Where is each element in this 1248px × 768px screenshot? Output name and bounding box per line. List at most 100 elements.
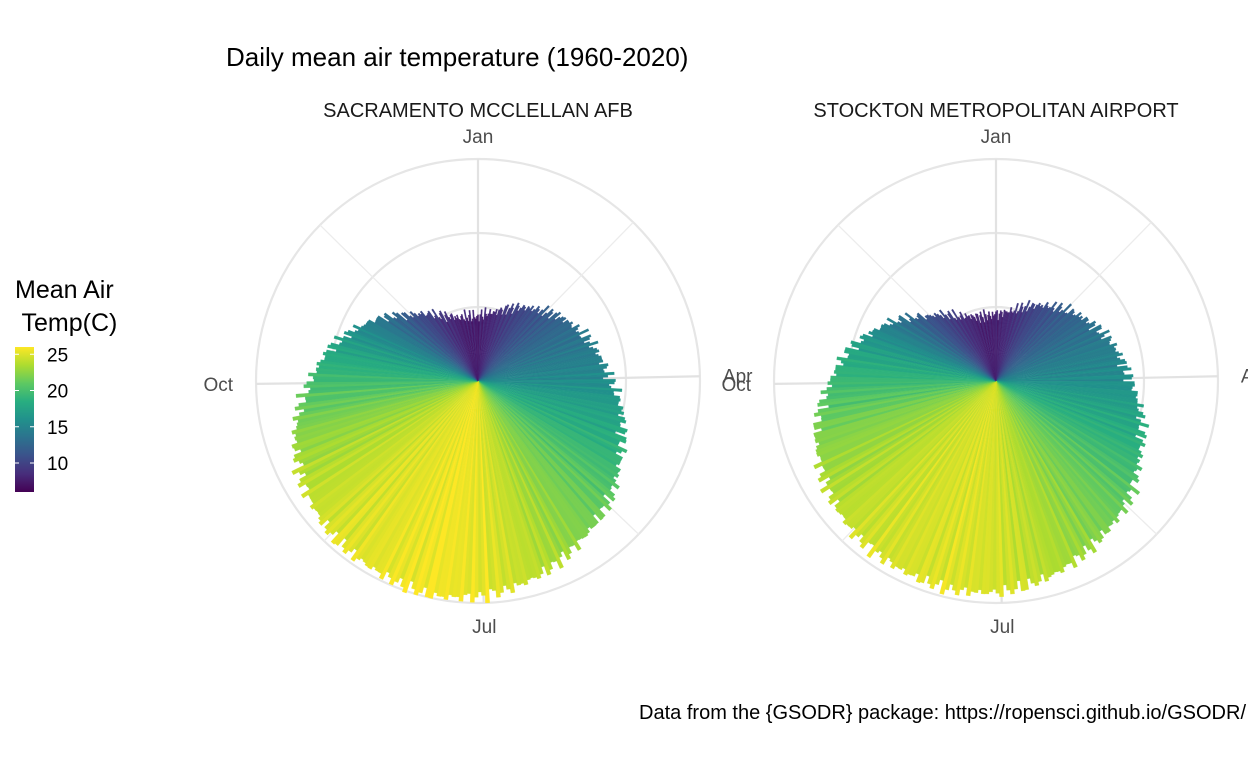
legend-title-line2: Temp(C) xyxy=(15,309,117,337)
day-bar xyxy=(995,310,1075,382)
legend-colorbar xyxy=(15,347,34,492)
day-bar xyxy=(309,380,479,510)
day-bar xyxy=(298,380,479,407)
day-bar xyxy=(477,380,616,502)
day-bar xyxy=(295,380,479,398)
day-bar xyxy=(859,380,997,544)
day-bar xyxy=(995,352,1124,382)
day-bar xyxy=(413,312,479,382)
month-label: Jul xyxy=(990,617,1014,638)
day-bar xyxy=(318,380,479,522)
day-bar xyxy=(827,380,997,506)
day-bar xyxy=(995,380,1098,554)
day-bar xyxy=(928,314,997,382)
day-bar xyxy=(938,309,997,382)
day-bar xyxy=(299,380,479,483)
day-bar xyxy=(367,380,479,570)
day-bar xyxy=(995,338,1112,382)
facet-title-stockton: STOCKTON METROPOLITAN AIRPORT xyxy=(813,100,1178,122)
day-bar xyxy=(477,380,511,590)
day-bar xyxy=(995,374,1134,382)
day-bar xyxy=(296,380,479,427)
day-bar xyxy=(995,326,1103,382)
day-bar xyxy=(995,333,1105,382)
day-bar xyxy=(291,380,479,435)
day-bar xyxy=(866,380,997,559)
day-bar xyxy=(477,305,550,382)
day-bar xyxy=(400,312,479,382)
day-bar xyxy=(362,380,479,564)
day-bar xyxy=(814,380,997,444)
day-bar xyxy=(473,317,479,382)
day-bar xyxy=(995,380,1073,565)
day-bar xyxy=(456,314,479,382)
day-bar xyxy=(477,311,562,382)
day-bar xyxy=(431,308,479,382)
day-bar xyxy=(995,380,1026,592)
month-label: Apr xyxy=(723,367,753,388)
day-bar xyxy=(995,380,1086,561)
day-bar xyxy=(995,380,1103,544)
day-bar xyxy=(306,380,479,386)
day-bar xyxy=(438,310,479,382)
day-bar xyxy=(477,321,574,382)
day-bar xyxy=(995,342,1118,382)
day-bar xyxy=(317,380,479,517)
day-bar xyxy=(817,380,997,407)
day-bar xyxy=(477,380,589,538)
day-bar xyxy=(477,324,581,382)
day-bar xyxy=(995,302,1064,382)
day-bar xyxy=(995,305,1063,382)
day-bar xyxy=(477,380,620,479)
day-bar xyxy=(477,380,529,586)
day-bar xyxy=(843,380,997,520)
chart-title: Daily mean air temperature (1960-2020) xyxy=(226,42,688,72)
day-bar xyxy=(815,380,997,454)
day-bar xyxy=(995,380,1112,533)
day-bar xyxy=(477,349,600,382)
day-bar xyxy=(879,380,997,565)
day-bar xyxy=(468,310,479,382)
facet-title-sacramento: SACRAMENTO MCCLELLAN AFB xyxy=(323,100,633,122)
day-bar xyxy=(477,380,538,579)
day-bar xyxy=(995,315,1084,382)
day-bar xyxy=(995,323,1096,382)
day-bar xyxy=(969,314,997,382)
day-bar xyxy=(984,314,997,382)
month-label: Jul xyxy=(472,617,496,638)
day-bar xyxy=(330,380,479,545)
day-bar xyxy=(995,380,1132,493)
day-bar xyxy=(477,380,595,530)
day-bar xyxy=(477,380,558,563)
day-bar xyxy=(995,380,1078,569)
day-bar xyxy=(308,380,479,394)
day-bar xyxy=(477,380,516,594)
day-bar xyxy=(995,380,1109,535)
day-bar xyxy=(477,374,609,382)
day-bar xyxy=(995,318,1090,382)
day-bar xyxy=(318,380,479,526)
day-bar xyxy=(951,308,997,382)
facet-panel-sacramento: SACRAMENTO MCCLELLAN AFB Jan Apr Jul Oct xyxy=(203,100,753,638)
day-bar xyxy=(995,380,1004,597)
day-bar xyxy=(995,360,1127,382)
day-bar xyxy=(477,380,582,551)
day-bar xyxy=(295,380,479,431)
day-bar xyxy=(342,380,479,555)
day-bar xyxy=(995,311,1082,382)
legend-tick-label: 20 xyxy=(47,382,68,403)
month-label: Oct xyxy=(203,375,233,396)
day-bar xyxy=(995,380,1040,587)
day-bar xyxy=(820,380,997,422)
temperature-bars xyxy=(813,299,1150,597)
day-bar xyxy=(477,327,579,382)
day-bar xyxy=(477,380,605,509)
day-bar xyxy=(817,380,997,483)
day-bar xyxy=(995,340,1111,382)
day-bar xyxy=(995,380,1011,591)
day-bar xyxy=(933,312,997,382)
day-bar xyxy=(947,310,997,382)
day-bar xyxy=(477,380,542,580)
month-labels: Jan Apr Jul Oct xyxy=(203,127,753,638)
day-bar xyxy=(995,380,1001,594)
